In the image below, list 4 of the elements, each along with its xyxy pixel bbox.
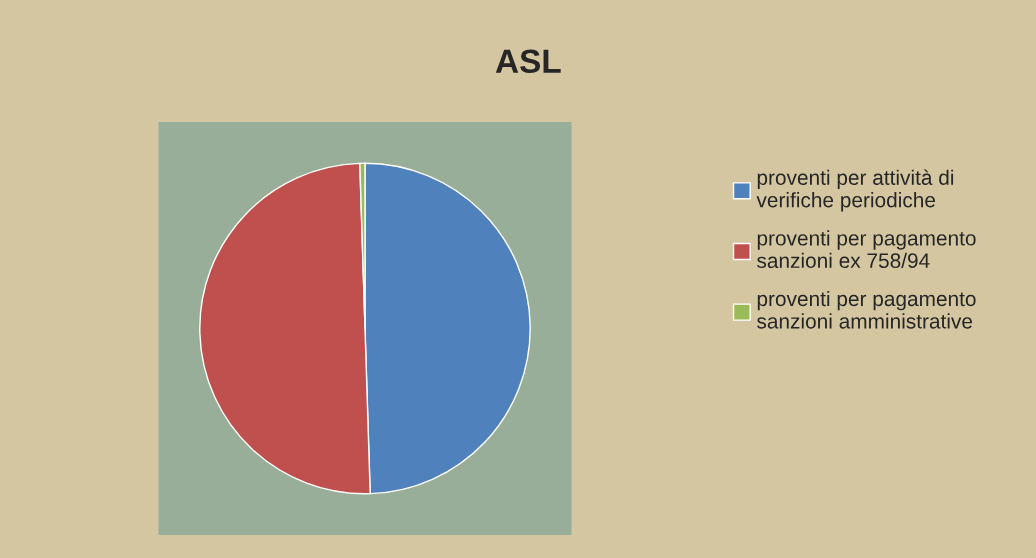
chart-title: ASL: [495, 49, 561, 74]
legend-label: proventi per attività di verifiche periodiche: [756, 169, 954, 212]
legend-label: proventi per pagamento sanzioni ex 758/94: [757, 230, 976, 269]
legend-label: proventi per pagamento sanzioni amministrative: [757, 290, 976, 329]
